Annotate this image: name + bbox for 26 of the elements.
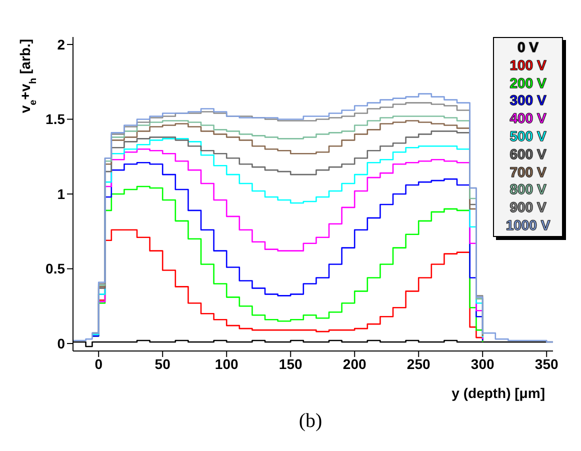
text: 1000 V — [504, 216, 552, 235]
x-tick-label: 350 — [534, 356, 558, 372]
text: 400 V — [508, 110, 548, 128]
y-tick-label: 2 — [57, 36, 66, 52]
x-tick-label: 150 — [278, 356, 302, 372]
text: 800 V — [508, 181, 548, 200]
text: (b) — [298, 410, 324, 433]
text: 300 V — [508, 92, 548, 110]
y-tick-label: 1.5 — [46, 111, 66, 128]
text: 500 V — [508, 128, 548, 146]
y-tick-label: 0 — [57, 335, 66, 352]
x-tick-label: 200 — [342, 356, 366, 372]
x-tick-label: 250 — [406, 356, 430, 372]
x-axis-title: y (depth) [μm] — [452, 385, 545, 401]
x-tick-label: 0 — [94, 356, 103, 372]
text: 600 V — [508, 146, 548, 164]
x-tick-label: 50 — [154, 356, 171, 372]
x-tick-label: 300 — [470, 356, 494, 372]
text: 100 V — [508, 56, 548, 75]
x-tick-label: 100 — [214, 356, 238, 372]
text: 900 V — [508, 199, 548, 217]
y-tick-label: 1 — [57, 186, 66, 202]
text: 0 V — [516, 39, 540, 57]
y-tick-label: 0.5 — [46, 260, 66, 277]
text: 200 V — [508, 74, 548, 92]
text: 700 V — [508, 164, 548, 182]
